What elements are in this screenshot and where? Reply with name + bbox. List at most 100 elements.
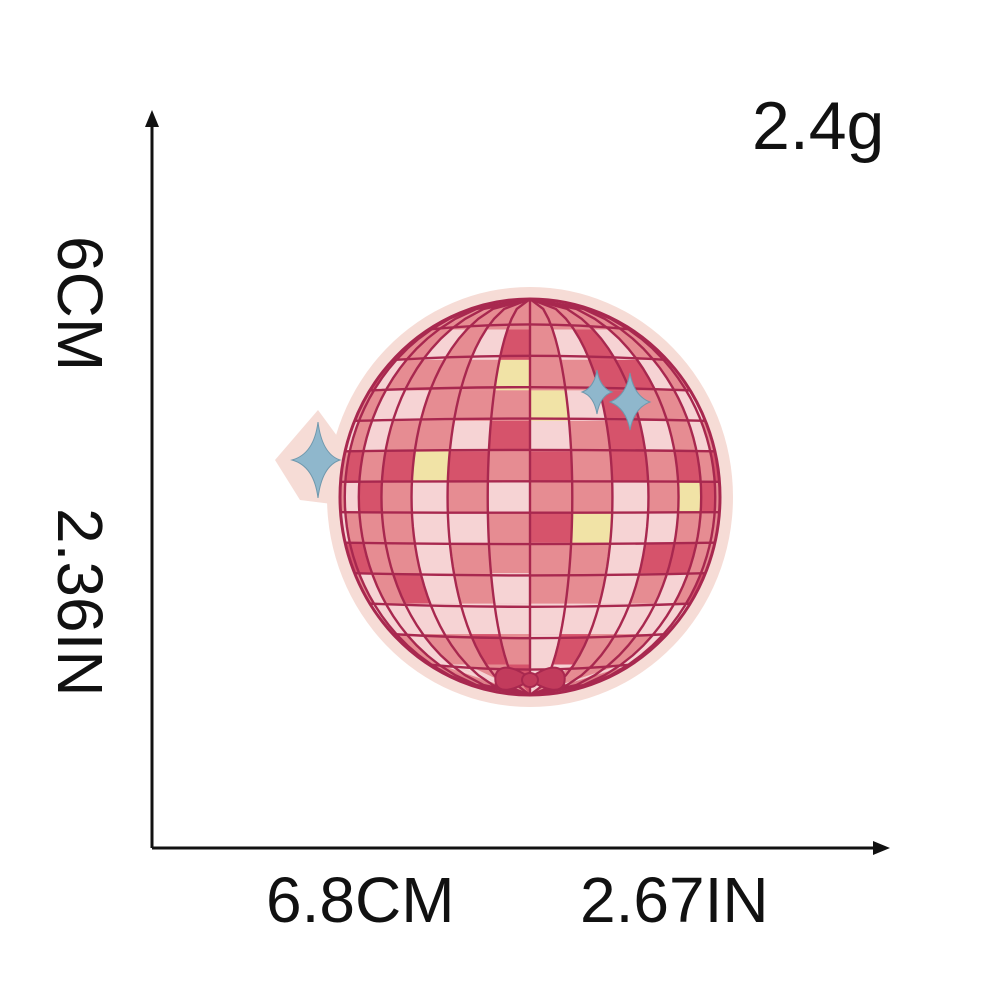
mirror-tile	[414, 542, 454, 574]
mirror-tile	[431, 664, 530, 695]
mirror-tile	[655, 573, 689, 604]
mirror-tile	[359, 481, 382, 513]
mirror-tile	[450, 664, 530, 695]
bow	[494, 666, 566, 691]
mirror-tile	[422, 634, 467, 665]
mirror-tile	[444, 329, 487, 360]
ball-outline	[338, 297, 722, 697]
mirror-tile	[648, 481, 679, 513]
stitch-meridian	[446, 299, 531, 695]
mirror-tile	[450, 299, 530, 330]
mirror-tile	[530, 390, 570, 421]
mirror-tile	[674, 451, 701, 482]
stitch-grid	[340, 299, 720, 695]
mirror-tile	[345, 481, 360, 513]
mirror-tile	[530, 451, 573, 482]
disco-ball	[340, 299, 720, 695]
mirror-tile	[700, 481, 715, 513]
mirror-tile	[606, 420, 646, 452]
mirror-tile	[593, 329, 638, 360]
mirror-tile	[385, 359, 423, 391]
mirror-tile	[488, 420, 530, 452]
mirror-tile	[411, 481, 448, 513]
mirror-tile	[428, 664, 530, 695]
mirror-tile	[610, 512, 649, 543]
mirror-tile	[637, 359, 675, 391]
stitch-meridian	[486, 299, 531, 695]
mirror-tile	[430, 359, 471, 391]
mirror-tile	[487, 481, 530, 513]
mirror-tile	[488, 542, 530, 574]
mirror-tile	[530, 420, 572, 452]
mirror-tile	[499, 634, 530, 665]
mirror-tile	[569, 542, 611, 574]
mirror-tile	[610, 451, 649, 482]
mirror-tile	[674, 573, 701, 604]
mirror-tile	[490, 390, 530, 421]
mirror-tile	[460, 603, 500, 635]
mirror-tile	[414, 420, 454, 452]
mirror-tile	[560, 603, 600, 635]
mirror-tile	[639, 420, 675, 452]
mirror-tile	[667, 542, 697, 574]
weight-label: 2.4g	[752, 88, 885, 164]
stitch-meridian	[410, 299, 531, 695]
mirror-tile	[552, 329, 590, 360]
mirror-tile	[530, 664, 632, 695]
mirror-tile	[381, 481, 412, 513]
mirror-tile	[530, 359, 566, 391]
mirror-tile	[653, 603, 687, 635]
mirror-tile	[453, 573, 495, 604]
mirror-tile	[363, 420, 393, 452]
mirror-tile	[530, 512, 573, 543]
mirror-tile	[573, 634, 616, 665]
mirror-tile	[420, 573, 461, 604]
mirror-tile	[678, 481, 701, 513]
mirror-tile	[385, 420, 421, 452]
mirror-tile	[593, 634, 638, 665]
mirror-tile	[460, 359, 500, 391]
mirror-tile	[688, 542, 711, 574]
mirror-tile	[565, 573, 607, 604]
mirror-tile	[371, 390, 405, 421]
mirror-tile	[406, 634, 451, 665]
mirror-tile	[674, 390, 701, 421]
mirror-tile	[363, 542, 393, 574]
mirror-tile	[637, 603, 675, 635]
mirror-tile	[359, 451, 386, 482]
sparkle-left-icon	[290, 421, 342, 499]
mirror-tile	[359, 512, 386, 543]
mirror-tile	[530, 573, 570, 604]
mirror-tile	[573, 329, 616, 360]
stitch-meridian	[529, 299, 717, 695]
mirror-tile	[655, 390, 689, 421]
mirror-tile	[560, 359, 600, 391]
mirror-tile	[589, 603, 630, 635]
stitch-meridian	[357, 299, 531, 695]
stitch-meridian	[529, 299, 574, 695]
mirror-tile	[447, 512, 489, 543]
mirror-tile	[406, 329, 451, 360]
mirror-tile	[530, 634, 561, 665]
height-in-label: 2.36IN	[44, 508, 116, 697]
mirror-tile	[569, 420, 611, 452]
mirror-tile	[349, 420, 372, 452]
mirror-tile	[373, 359, 407, 391]
stitch-meridian	[343, 299, 531, 695]
height-cm-label: 6CM	[44, 236, 116, 372]
mirror-tile	[552, 634, 590, 665]
mirror-tile	[645, 512, 679, 543]
mirror-tile	[688, 420, 711, 452]
mirror-tile	[381, 512, 415, 543]
mirror-tile	[609, 329, 654, 360]
mirror-tile	[645, 451, 679, 482]
mirror-tile	[470, 329, 508, 360]
mirror-tile	[444, 634, 487, 665]
mirror-tile	[639, 542, 675, 574]
mirror-tile	[411, 512, 450, 543]
mirror-tile	[349, 542, 372, 574]
sparkle-small-icon	[580, 369, 614, 415]
mirror-tile	[447, 451, 489, 482]
mirror-tile	[359, 573, 386, 604]
mirror-tile	[609, 634, 654, 665]
